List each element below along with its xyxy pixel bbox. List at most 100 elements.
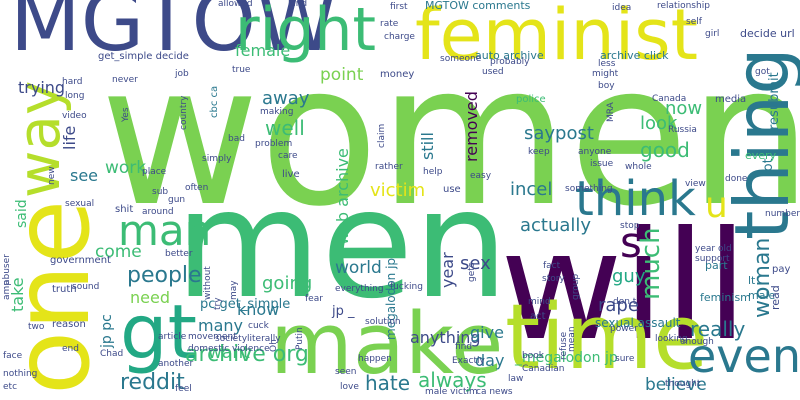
cloud-word: jp pc bbox=[99, 314, 115, 348]
cloud-word: Canada bbox=[652, 94, 687, 104]
cloud-word: literally bbox=[247, 334, 281, 344]
cloud-word: around bbox=[142, 207, 174, 217]
cloud-word: domestic violence bbox=[188, 344, 270, 354]
cloud-word: hate bbox=[365, 371, 411, 395]
cloud-word: solution bbox=[365, 317, 401, 327]
cloud-word: love bbox=[340, 382, 359, 392]
cloud-word: rather bbox=[375, 162, 403, 172]
cloud-word: u bbox=[705, 185, 728, 226]
cloud-word: boy bbox=[598, 81, 615, 91]
cloud-word: good bbox=[640, 138, 690, 162]
cloud-word: megalodon jp bbox=[384, 257, 398, 340]
cloud-word: world bbox=[335, 258, 382, 278]
cloud-word: anything bbox=[410, 328, 481, 347]
cloud-word: work bbox=[105, 158, 147, 178]
cloud-word: feminist bbox=[415, 0, 699, 76]
cloud-word: another bbox=[158, 359, 194, 369]
cloud-word: rape bbox=[598, 295, 639, 316]
cloud-word: fear bbox=[305, 294, 323, 304]
cloud-word: stop bbox=[620, 221, 640, 231]
cloud-word: now bbox=[665, 98, 703, 119]
cloud-word: archive org bbox=[185, 342, 309, 367]
cloud-word: every bbox=[745, 149, 777, 162]
cloud-word: women bbox=[100, 22, 800, 249]
cloud-word: know bbox=[237, 300, 280, 319]
cloud-word: trying bbox=[18, 78, 66, 97]
cloud-word: enough bbox=[680, 337, 714, 347]
cloud-word: decide url bbox=[740, 27, 795, 40]
cloud-word: male bbox=[748, 289, 776, 302]
cloud-word: story bbox=[542, 274, 565, 284]
cloud-word: actually bbox=[520, 215, 592, 236]
cloud-word: year old bbox=[695, 244, 732, 254]
cloud-word: part bbox=[705, 259, 728, 272]
cloud-word: need bbox=[130, 288, 170, 307]
cloud-word: police bbox=[516, 94, 546, 105]
cloud-word: don t bbox=[613, 297, 637, 307]
cloud-word: guy bbox=[612, 266, 646, 287]
cloud-word: happen bbox=[358, 354, 392, 364]
cloud-word: ca news bbox=[476, 387, 513, 397]
cloud-word: someone bbox=[440, 54, 482, 64]
cloud-word: Putin bbox=[295, 327, 305, 350]
cloud-word: find bbox=[455, 342, 473, 352]
cloud-word: something bbox=[565, 184, 613, 194]
cloud-word: web archive bbox=[333, 148, 352, 245]
cloud-word: really bbox=[690, 317, 746, 341]
cloud-word: society bbox=[215, 334, 248, 344]
cloud-word: keep bbox=[528, 147, 550, 157]
cloud-word: face bbox=[3, 351, 23, 361]
cloud-word: Oh bbox=[269, 339, 279, 352]
cloud-word: will bbox=[500, 200, 748, 374]
cloud-word: support bbox=[695, 254, 730, 264]
cloud-word: always bbox=[418, 368, 487, 392]
cloud-word: try bbox=[213, 297, 223, 310]
cloud-word: sexual assault bbox=[595, 316, 681, 330]
cloud-word: rate bbox=[380, 19, 399, 29]
cloud-word: Yes bbox=[121, 107, 131, 122]
cloud-word: idea bbox=[612, 3, 632, 13]
cloud-word: Chad bbox=[100, 349, 124, 359]
cloud-word: incel bbox=[510, 179, 553, 200]
cloud-word: going bbox=[262, 273, 313, 294]
cloud-word: pay bbox=[772, 264, 791, 275]
cloud-word: auto archive bbox=[475, 49, 544, 62]
cloud-word: gun bbox=[168, 195, 186, 205]
cloud-word: feel bbox=[175, 384, 192, 394]
cloud-word: think bbox=[575, 171, 696, 227]
cloud-word: money bbox=[380, 69, 415, 80]
cloud-word: people bbox=[127, 263, 202, 288]
cloud-word: government bbox=[50, 255, 111, 266]
cloud-word: make bbox=[270, 295, 504, 394]
cloud-word: away bbox=[262, 88, 310, 109]
cloud-word: life bbox=[60, 125, 79, 150]
cloud-word: video bbox=[62, 111, 87, 121]
cloud-word: want bbox=[208, 343, 250, 363]
cloud-word: sound bbox=[72, 282, 100, 292]
cloud-word: removed bbox=[462, 91, 481, 162]
cloud-word: movement bbox=[188, 332, 237, 342]
cloud-word: saypost bbox=[524, 123, 594, 144]
cloud-word: lt bbox=[748, 274, 756, 287]
cloud-word: easy bbox=[470, 171, 492, 181]
cloud-word: jp _ bbox=[332, 304, 355, 319]
cloud-word: care bbox=[278, 151, 298, 161]
cloud-word: mind bbox=[528, 297, 551, 307]
cloud-word: view bbox=[685, 179, 706, 189]
cloud-word: Exactly bbox=[452, 356, 485, 366]
cloud-word: reddit bbox=[120, 370, 185, 395]
cloud-word: take bbox=[8, 277, 27, 312]
cloud-word: time bbox=[505, 285, 709, 390]
cloud-word: gt bbox=[120, 288, 198, 376]
cloud-word: get_simple decide bbox=[98, 51, 189, 62]
cloud-word: cuck bbox=[248, 321, 269, 331]
cloud-word: better bbox=[165, 249, 193, 259]
cloud-word: said bbox=[14, 199, 30, 228]
cloud-word: much bbox=[636, 227, 666, 300]
cloud-word: long bbox=[65, 91, 85, 101]
cloud-word: may bbox=[229, 280, 239, 300]
cloud-word: fucking bbox=[390, 282, 423, 292]
cloud-word: refuse bbox=[559, 331, 569, 360]
cloud-word: etc bbox=[3, 382, 18, 392]
